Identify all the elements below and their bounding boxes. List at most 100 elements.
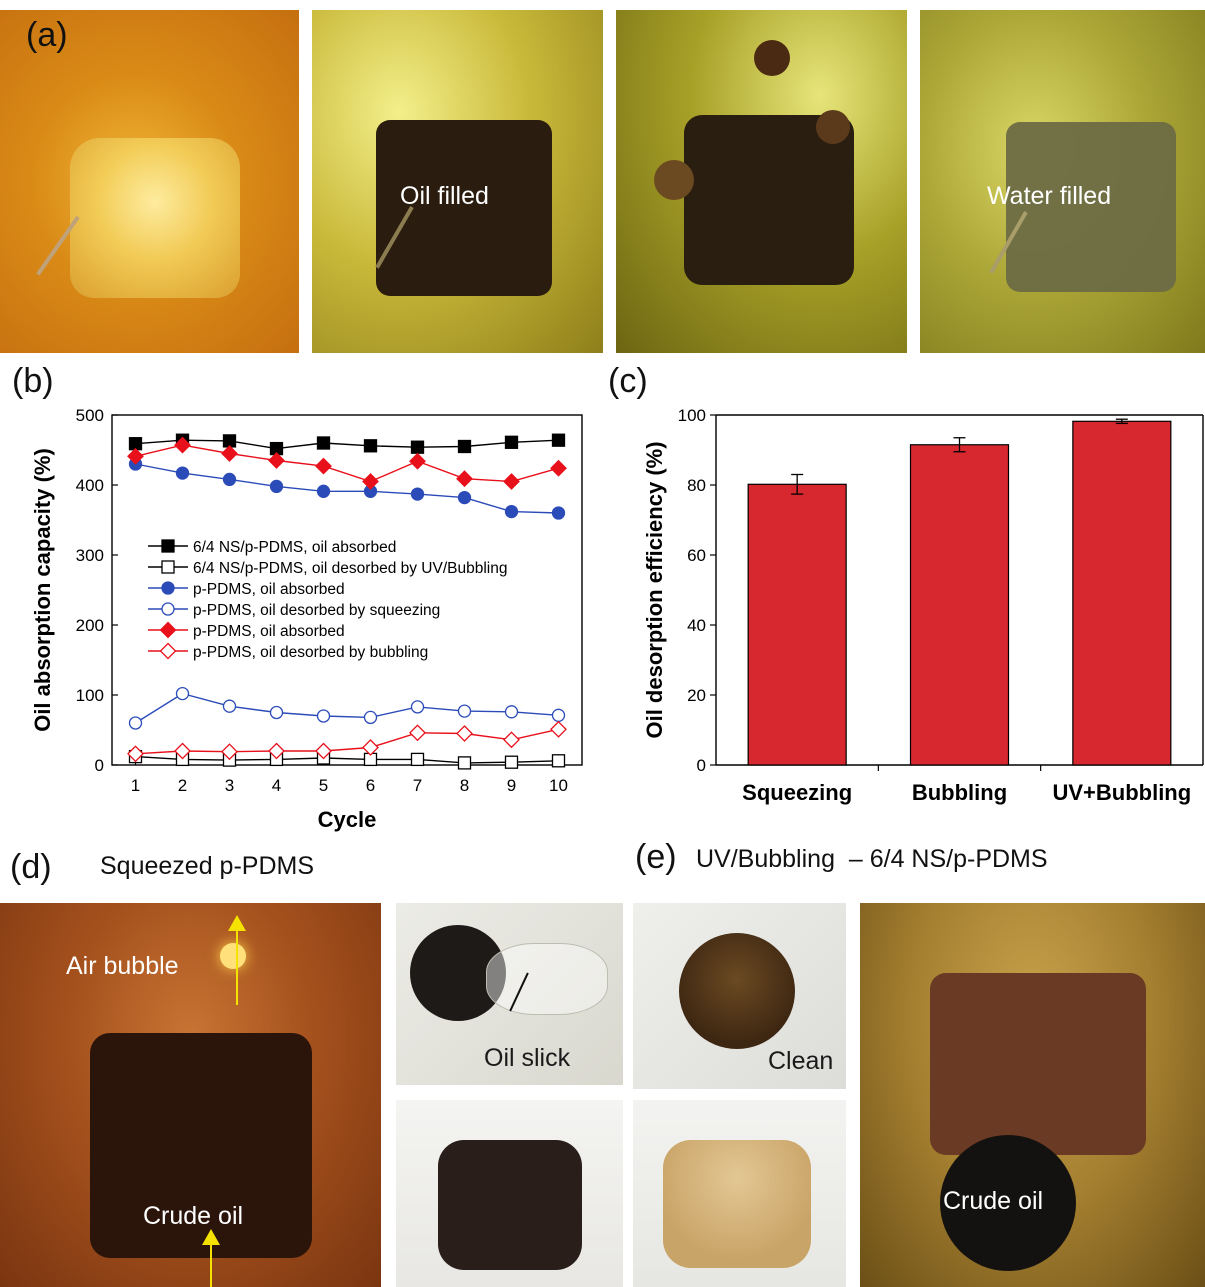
data-point: [269, 705, 284, 720]
data-point: [457, 704, 472, 718]
y-tick-label: 300: [76, 546, 104, 565]
data-point: [174, 742, 191, 760]
photo-sponge-immersed: [0, 10, 299, 353]
photo-sponge-crude-oil-drop: [860, 903, 1205, 1287]
data-point: [551, 506, 566, 520]
series-line: [135, 728, 559, 755]
panel-c-letter: (c): [608, 362, 648, 400]
y-axis-label: Oil absorption capacity (%): [30, 448, 55, 732]
sponge-clean-submerged: [930, 973, 1146, 1155]
oil-droplet: [654, 160, 694, 200]
sponge-oil-releasing: [684, 115, 854, 285]
data-point: [161, 581, 175, 595]
bar: [1072, 420, 1172, 766]
panel-d-heading: Squeezed p-PDMS: [100, 852, 315, 880]
series-line: [135, 463, 559, 514]
x-tick-label: 2: [178, 776, 187, 795]
sponge-water-filled: [1006, 122, 1176, 292]
data-point: [551, 708, 566, 722]
arrow-up-icon: [228, 915, 246, 931]
data-point: [457, 439, 472, 454]
data-point: [457, 490, 472, 505]
data-point: [409, 724, 426, 742]
series-line: [135, 692, 559, 724]
sponge-dark: [438, 1140, 582, 1270]
photo-oil-filled: [312, 10, 603, 353]
data-point: [504, 705, 519, 719]
data-point: [127, 745, 144, 763]
label-oil-slick: Oil slick: [484, 1044, 571, 1072]
data-point: [175, 686, 190, 701]
y-tick-label: 80: [687, 476, 706, 495]
x-tick-label: 4: [272, 776, 281, 795]
sponge-clean: [663, 1140, 811, 1268]
y-tick-label: 100: [76, 686, 104, 705]
data-point: [316, 484, 331, 498]
x-tick-label: 10: [549, 776, 568, 795]
y-tick-label: 200: [76, 616, 104, 635]
y-tick-label: 40: [687, 616, 706, 635]
legend-label: p-PDMS, oil absorbed: [193, 623, 345, 640]
data-point: [363, 439, 378, 453]
category-label: Bubbling: [912, 780, 1007, 805]
crude-oil-drop: [940, 1135, 1076, 1271]
photo-water-filled: [920, 10, 1205, 353]
photo-oil-releasing: [616, 10, 907, 353]
x-tick-label: 8: [460, 776, 469, 795]
data-point: [551, 433, 566, 447]
oil-slick-area: [486, 943, 608, 1015]
sponge-top-view: [679, 933, 795, 1049]
data-point: [363, 710, 378, 725]
data-point: [159, 621, 177, 639]
data-point: [456, 470, 473, 488]
data-point: [174, 436, 191, 454]
label-crude-oil-e: Crude oil: [943, 1187, 1044, 1215]
sponge-transparent: [70, 138, 240, 298]
category-label: UV+Bubbling: [1052, 780, 1191, 805]
x-axis-label: Cycle: [318, 807, 377, 832]
data-point: [316, 709, 331, 723]
data-point: [128, 716, 143, 730]
legend-label: p-PDMS, oil desorbed by squeezing: [193, 602, 440, 619]
plot-frame: [111, 414, 583, 766]
data-point: [127, 447, 144, 465]
data-point: [410, 440, 425, 454]
data-point: [457, 756, 472, 770]
legend-label: 6/4 NS/p-PDMS, oil absorbed: [193, 539, 396, 556]
y-tick-label: 500: [76, 406, 104, 425]
data-point: [456, 725, 473, 742]
x-tick-label: 6: [366, 776, 375, 795]
label-oil-filled: Oil filled: [400, 182, 489, 210]
data-point: [504, 755, 519, 769]
data-point: [410, 752, 425, 767]
panel-e-letter: (e): [635, 838, 677, 876]
legend-label: p-PDMS, oil desorbed by bubbling: [193, 644, 428, 661]
category-label: Squeezing: [742, 780, 852, 805]
chart-oil-absorption-capacity: 0 100 200 300 400 500 1 2 3 4 5 6 7 8 9 10 Cycle Oil abso…: [30, 406, 583, 832]
data-point: [503, 473, 520, 490]
oil-droplet: [816, 110, 850, 144]
x-tick-label: 5: [319, 776, 328, 795]
y-tick-label: 20: [687, 686, 706, 705]
label-water-filled: Water filled: [987, 182, 1112, 210]
data-point: [410, 487, 425, 501]
air-bubble: [220, 943, 246, 969]
data-point: [268, 742, 285, 760]
data-point: [315, 457, 332, 475]
panel-e-heading: UV/Bubbling – 6/4 NS/p-PDMS: [696, 845, 1048, 873]
series-line: [135, 439, 559, 450]
y-tick-label: 100: [678, 406, 706, 425]
x-tick-label: 1: [131, 776, 140, 795]
data-point: [161, 560, 175, 574]
data-point: [222, 472, 237, 487]
photo-squeezed-sponge-bubble: [0, 903, 381, 1287]
data-point: [221, 743, 238, 761]
data-point: [504, 504, 519, 519]
x-tick-label: 3: [225, 776, 234, 795]
label-air-bubble: Air bubble: [66, 952, 179, 980]
data-point: [409, 452, 426, 470]
y-tick-label: 0: [95, 756, 104, 775]
data-point: [316, 436, 331, 450]
data-point: [161, 539, 175, 553]
bar: [909, 444, 1010, 766]
